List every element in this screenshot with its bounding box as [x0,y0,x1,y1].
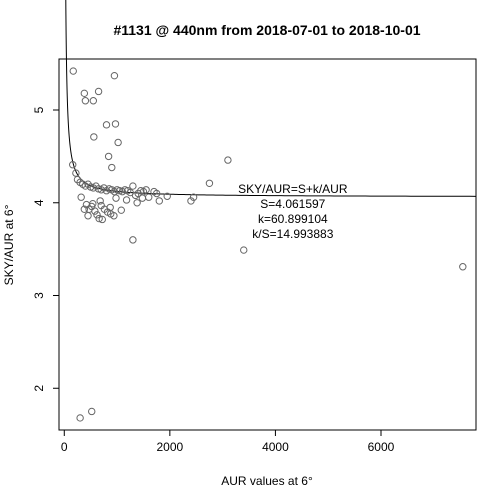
data-point [77,193,85,201]
data-point [91,207,99,215]
annotation-line: S=4.061597 [260,197,325,211]
data-point [129,236,137,244]
data-point [112,194,120,202]
data-point [240,246,248,254]
data-point [106,203,114,212]
x-tick-label: 6000 [368,440,395,454]
data-point [145,193,153,201]
data-point [80,89,89,98]
y-axis: 2 3 4 5 [32,106,59,392]
data-point [76,414,84,422]
x-axis: 0 2000 4000 6000 [61,430,395,454]
y-tick-label: 2 [32,385,46,392]
points-layer [69,67,467,422]
data-point [80,205,89,213]
data-point [98,215,106,224]
data-point [102,121,111,129]
data-point [88,407,96,416]
x-tick-label: 2000 [156,440,183,454]
annotation-line: k=60.899104 [258,212,328,226]
data-point [84,212,92,220]
y-axis-label: SKY/AUR at 6° [2,204,16,285]
x-tick-label: 4000 [262,440,289,454]
data-point [90,133,98,141]
x-tick-label: 0 [61,440,68,454]
data-point [155,197,163,205]
data-point [110,71,119,80]
annotation-line: SKY/AUR=S+k/AUR [238,182,348,196]
data-point [69,161,77,169]
y-tick-label: 3 [32,292,46,299]
data-point [152,189,161,198]
data-point [89,97,98,105]
data-point [95,214,103,223]
data-point [110,212,118,220]
x-axis-label: AUR values at 6° [221,474,313,488]
data-point [138,194,147,202]
chart-title: #1131 @ 440nm from 2018-07-01 to 2018-10… [113,22,420,38]
data-point [94,87,103,96]
data-point [89,199,97,208]
data-point [187,197,195,205]
data-point [93,211,101,219]
fit-annotation: SKY/AUR=S+k/AURS=4.061597k=60.899104k/S=… [238,182,348,241]
data-point [163,192,171,200]
data-point [205,179,214,187]
plot-frame [58,58,477,431]
data-point [69,67,77,75]
data-point [104,152,113,161]
annotation-line: k/S=14.993883 [252,227,333,241]
data-point [189,193,198,201]
data-point [117,206,125,214]
data-point [111,120,120,128]
data-point [96,197,104,205]
data-point [129,182,137,190]
data-point [133,199,141,207]
data-point [122,196,131,204]
data-point [142,186,150,194]
data-point [114,138,122,147]
y-tick-label: 5 [32,106,46,113]
data-point [81,97,90,105]
data-point [108,163,116,172]
data-point [224,156,232,164]
data-point [459,263,467,271]
y-tick-label: 4 [32,199,46,206]
